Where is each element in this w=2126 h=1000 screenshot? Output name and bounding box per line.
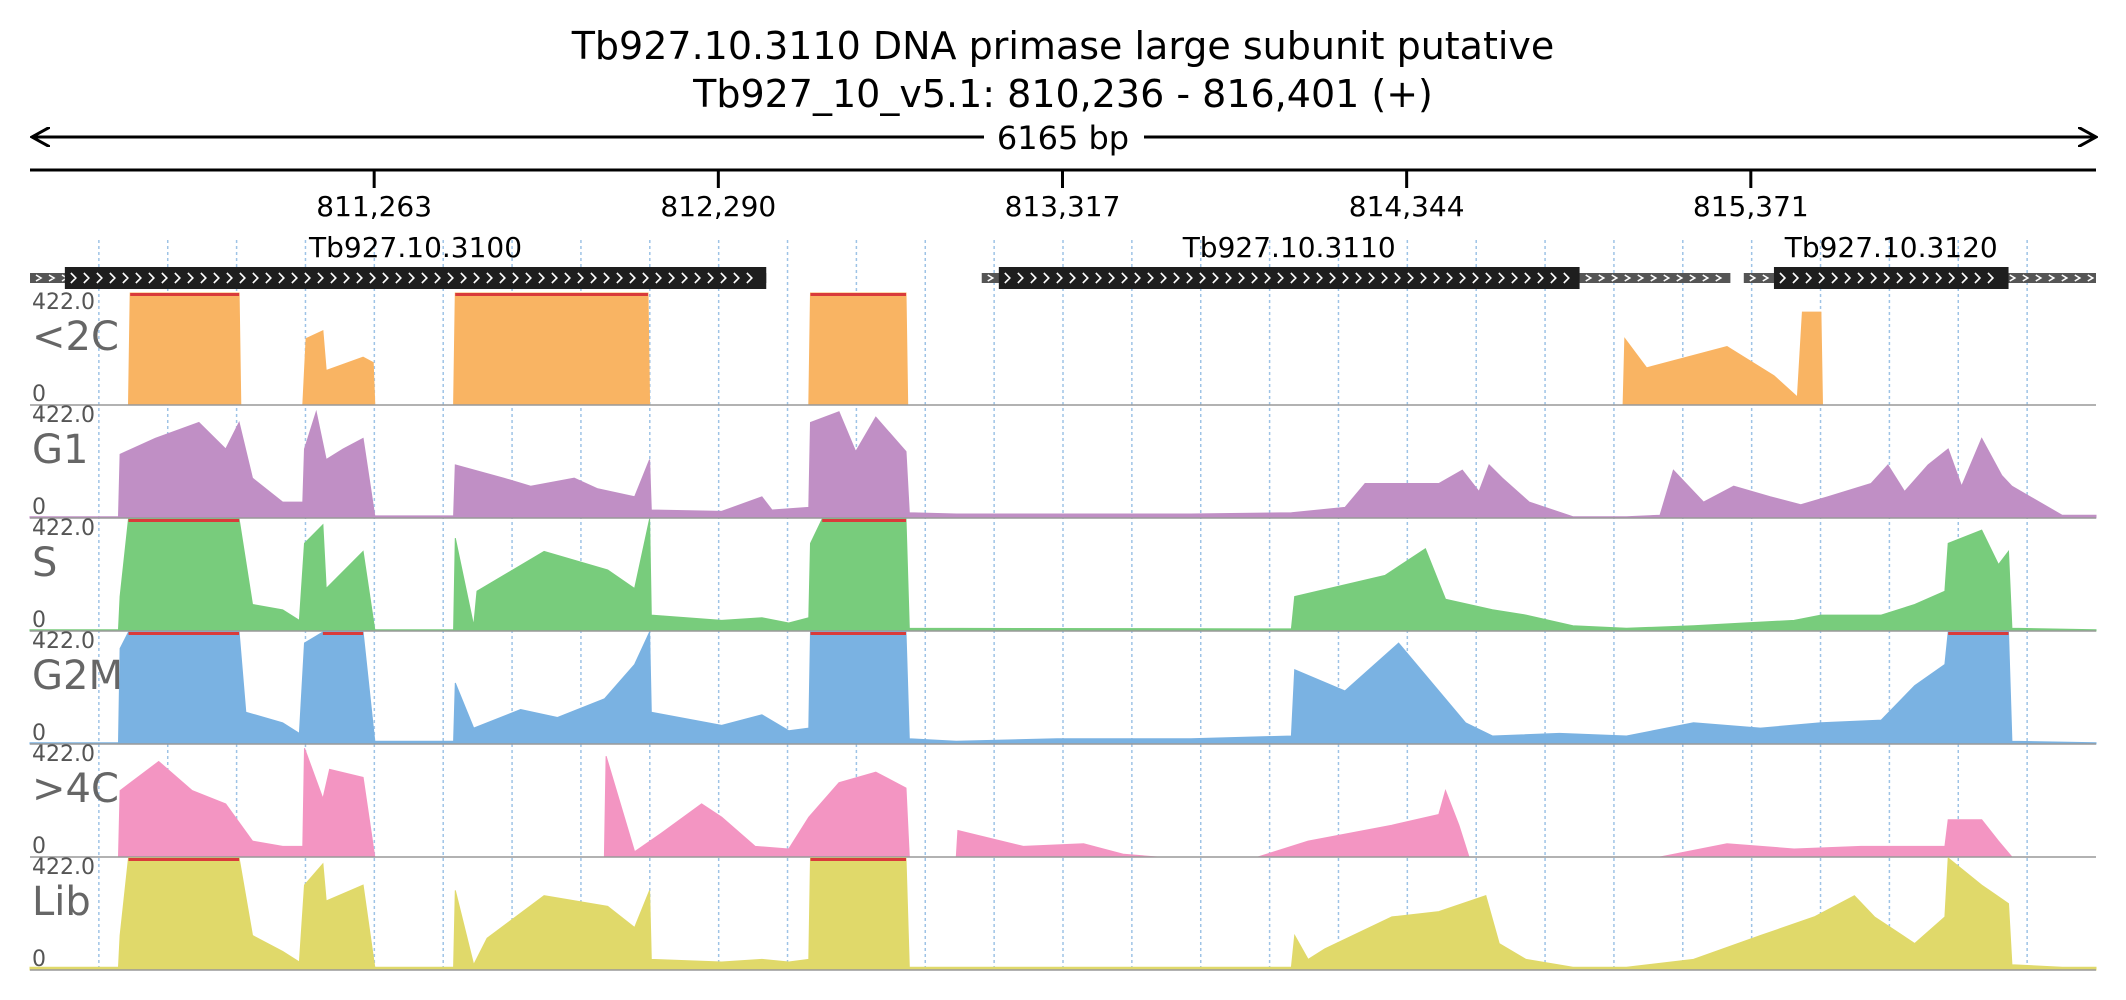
axis-tick-label: 813,317 bbox=[1005, 190, 1121, 223]
gene-strand-arrows bbox=[70, 272, 753, 284]
gene-label: Tb927.10.3110 bbox=[1182, 231, 1396, 264]
gene-track: Tb927.10.3100 Tb927.10.3110 Tb927.10.3120 bbox=[30, 231, 2096, 289]
track-ymin-label: 0 bbox=[32, 382, 46, 407]
coverage-area bbox=[29, 856, 2097, 971]
clipped-indicator bbox=[810, 293, 906, 296]
axis-tick-label: 811,263 bbox=[316, 190, 432, 223]
track-ymax-label: 422.0 bbox=[32, 516, 95, 541]
track-name: G1 bbox=[32, 427, 88, 473]
coverage-area bbox=[29, 409, 2097, 519]
scale-label: 6165 bp bbox=[997, 119, 1129, 157]
axis-tick-label: 815,371 bbox=[1693, 190, 1809, 223]
track-name: >4C bbox=[32, 766, 119, 812]
clipped-indicator bbox=[1948, 632, 2009, 635]
track-ymax-label: 422.0 bbox=[32, 855, 95, 880]
gene-label: Tb927.10.3120 bbox=[1784, 231, 1998, 264]
clipped-indicator bbox=[822, 519, 906, 522]
axis-tick-label: 814,344 bbox=[1349, 190, 1465, 223]
coverage-area bbox=[30, 748, 2096, 858]
coverage-tracks: 422.00<2C422.00G1422.00S422.00G2M422.00>… bbox=[29, 290, 2097, 972]
clipped-indicator bbox=[322, 632, 364, 635]
clipped-indicator bbox=[810, 858, 906, 861]
gene-strand-arrows bbox=[1779, 272, 1995, 284]
track-name: S bbox=[32, 540, 57, 586]
track-ymin-label: 0 bbox=[32, 721, 46, 746]
clipped-indicator bbox=[128, 632, 240, 635]
track-ymax-label: 422.0 bbox=[32, 403, 95, 428]
clipped-indicator bbox=[810, 632, 906, 635]
track-ymin-label: 0 bbox=[32, 495, 46, 520]
gene-cds bbox=[64, 267, 767, 289]
grid-lines bbox=[98, 240, 2028, 971]
gene-cds bbox=[998, 267, 1580, 289]
gene-cds bbox=[1773, 267, 2009, 289]
gene-title: Tb927.10.3110 DNA primase large subunit … bbox=[571, 24, 1555, 68]
gene-label: Tb927.10.3100 bbox=[308, 231, 522, 264]
clipped-indicator bbox=[130, 293, 240, 296]
clipped-indicator bbox=[128, 858, 240, 861]
track-ymax-label: 422.0 bbox=[32, 629, 95, 654]
track-ymax-label: 422.0 bbox=[32, 290, 95, 315]
track-ymax-label: 422.0 bbox=[32, 742, 95, 767]
track-name: <2C bbox=[32, 314, 119, 360]
track-name: Lib bbox=[32, 879, 91, 925]
region-title: Tb927_10_v5.1: 810,236 - 816,401 (+) bbox=[693, 72, 1433, 116]
track-ymin-label: 0 bbox=[32, 834, 46, 859]
position-axis: 811,263 812,290 813,317 814,344 815,371 bbox=[30, 168, 2096, 223]
track-ymin-label: 0 bbox=[32, 947, 46, 972]
axis-tick-label: 812,290 bbox=[660, 190, 776, 223]
clipped-indicator bbox=[128, 519, 240, 522]
gene-strand-arrows bbox=[1004, 272, 1570, 284]
coverage-area bbox=[29, 518, 2097, 632]
scale-bar: 6165 bp bbox=[32, 119, 2096, 157]
track-name: G2M bbox=[32, 653, 123, 699]
clipped-indicator bbox=[455, 293, 648, 296]
track-ymin-label: 0 bbox=[32, 608, 46, 633]
